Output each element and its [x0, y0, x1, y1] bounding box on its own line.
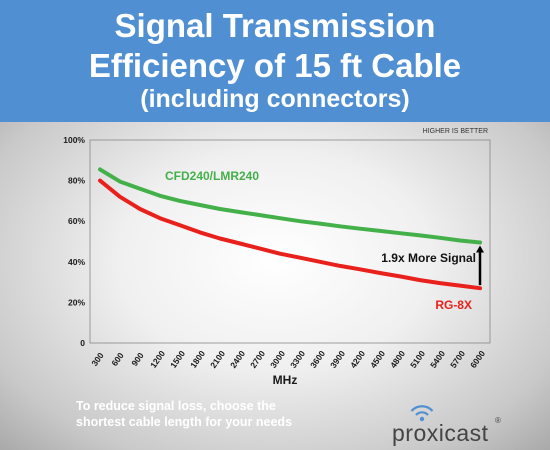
registered-mark: ®: [495, 416, 501, 425]
line-chart: HIGHER IS BETTER 020%40%60%80%100% 300 60…: [63, 128, 491, 387]
y-tick-label: 100%: [63, 135, 85, 145]
data-point: [419, 279, 421, 281]
data-point: [279, 252, 281, 255]
data-point: [379, 272, 381, 274]
data-point: [339, 265, 341, 267]
y-tick-label: 80%: [68, 176, 85, 186]
data-point: [239, 211, 241, 213]
x-tick-label: 2700: [248, 348, 267, 369]
series-label-cfd240: CFD240/LMR240: [165, 169, 259, 183]
x-tick-label: 3300: [288, 348, 307, 369]
data-point: [459, 239, 461, 242]
data-point: [359, 268, 361, 271]
series-line-cfd240: [98, 167, 482, 245]
plot-area: [89, 139, 491, 344]
footer-message-line-2: shortest cable length for your needs: [76, 415, 293, 429]
series-labels: CFD240/LMR240 RG-8X: [165, 169, 472, 312]
data-point: [199, 204, 201, 206]
footer-message-line-1: To reduce signal loss, choose the: [76, 399, 276, 413]
series-label-rg8x: RG-8X: [435, 298, 472, 312]
x-axis-label: MHz: [273, 373, 298, 387]
x-tick-label: 3900: [328, 348, 347, 369]
data-point: [319, 222, 321, 225]
title-line-1: Signal Transmission: [114, 7, 436, 44]
x-tick-label: 5700: [448, 348, 467, 369]
data-point: [159, 217, 161, 219]
chart-note: HIGHER IS BETTER: [423, 128, 488, 135]
data-point: [99, 179, 101, 182]
data-point: [299, 256, 301, 259]
y-tick-label: 60%: [68, 216, 85, 226]
data-point: [219, 237, 221, 240]
x-tick-label: 4200: [348, 348, 367, 369]
data-point: [299, 220, 301, 222]
x-tick-label: 5400: [428, 348, 447, 369]
title-line-2: Efficiency of 15 ft Cable: [88, 47, 462, 84]
data-point: [159, 195, 161, 197]
x-tick-label: 2400: [228, 348, 247, 369]
x-tick-label: 1200: [148, 348, 167, 369]
x-tick-label: 2100: [208, 348, 227, 369]
data-point: [259, 214, 261, 216]
data-point: [439, 282, 441, 284]
x-tick-label: 4500: [368, 348, 387, 369]
x-tick-label: 4800: [388, 348, 407, 369]
y-tick-label: 0: [80, 338, 85, 348]
x-tick-label: 600: [109, 350, 125, 368]
data-point: [179, 200, 181, 202]
data-point: [119, 180, 121, 183]
data-point: [199, 231, 201, 234]
data-point: [479, 287, 481, 289]
title-banner: Signal Transmission Efficiency of 15 ft …: [0, 0, 550, 122]
data-point: [239, 242, 241, 245]
x-axis: 300 600 900 1200 1500 1800 2100 2400 2700 3000 330…: [89, 348, 487, 369]
series-line-rg8x: [98, 178, 482, 291]
x-tick-label: 900: [129, 350, 145, 368]
data-point: [259, 247, 261, 250]
data-point: [139, 187, 141, 190]
data-point: [319, 261, 321, 263]
data-point: [139, 208, 141, 210]
y-axis: 0 20% 40% 60% 80% 100%: [63, 135, 85, 348]
data-point: [479, 241, 481, 244]
data-point: [119, 196, 121, 198]
data-point: [359, 227, 361, 230]
data-point: [459, 284, 461, 287]
data-point: [399, 232, 401, 234]
x-tick-label: 300: [89, 350, 105, 368]
data-point: [339, 225, 341, 228]
data-point: [279, 217, 281, 219]
title-subtitle: (including connectors): [140, 85, 410, 113]
data-point: [419, 234, 421, 237]
y-tick-label: 20%: [68, 297, 85, 307]
arrow-head: [476, 245, 484, 253]
data-point: [179, 224, 181, 227]
x-tick-label: 3600: [308, 348, 327, 369]
series-lines: [98, 167, 482, 291]
annotation-label: 1.9x More Signal: [381, 251, 476, 265]
data-point: [399, 275, 401, 278]
brand-name: proxicast: [392, 420, 489, 446]
data-point: [439, 237, 441, 239]
x-tick-label: 3000: [268, 348, 287, 369]
data-point: [219, 208, 221, 210]
footer-message: To reduce signal loss, choose the shorte…: [76, 398, 376, 430]
data-point: [99, 168, 101, 171]
x-tick-label: 1500: [168, 348, 187, 369]
proxicast-logo: proxicast ®: [392, 402, 502, 446]
wifi-signal-icon: [410, 405, 434, 422]
data-point: [379, 230, 381, 232]
x-tick-label: 1800: [188, 348, 207, 369]
x-tick-label: 5100: [408, 348, 427, 369]
y-tick-label: 40%: [68, 257, 85, 267]
annotations: 1.9x More Signal: [381, 245, 484, 286]
x-tick-label: 6000: [468, 348, 487, 369]
